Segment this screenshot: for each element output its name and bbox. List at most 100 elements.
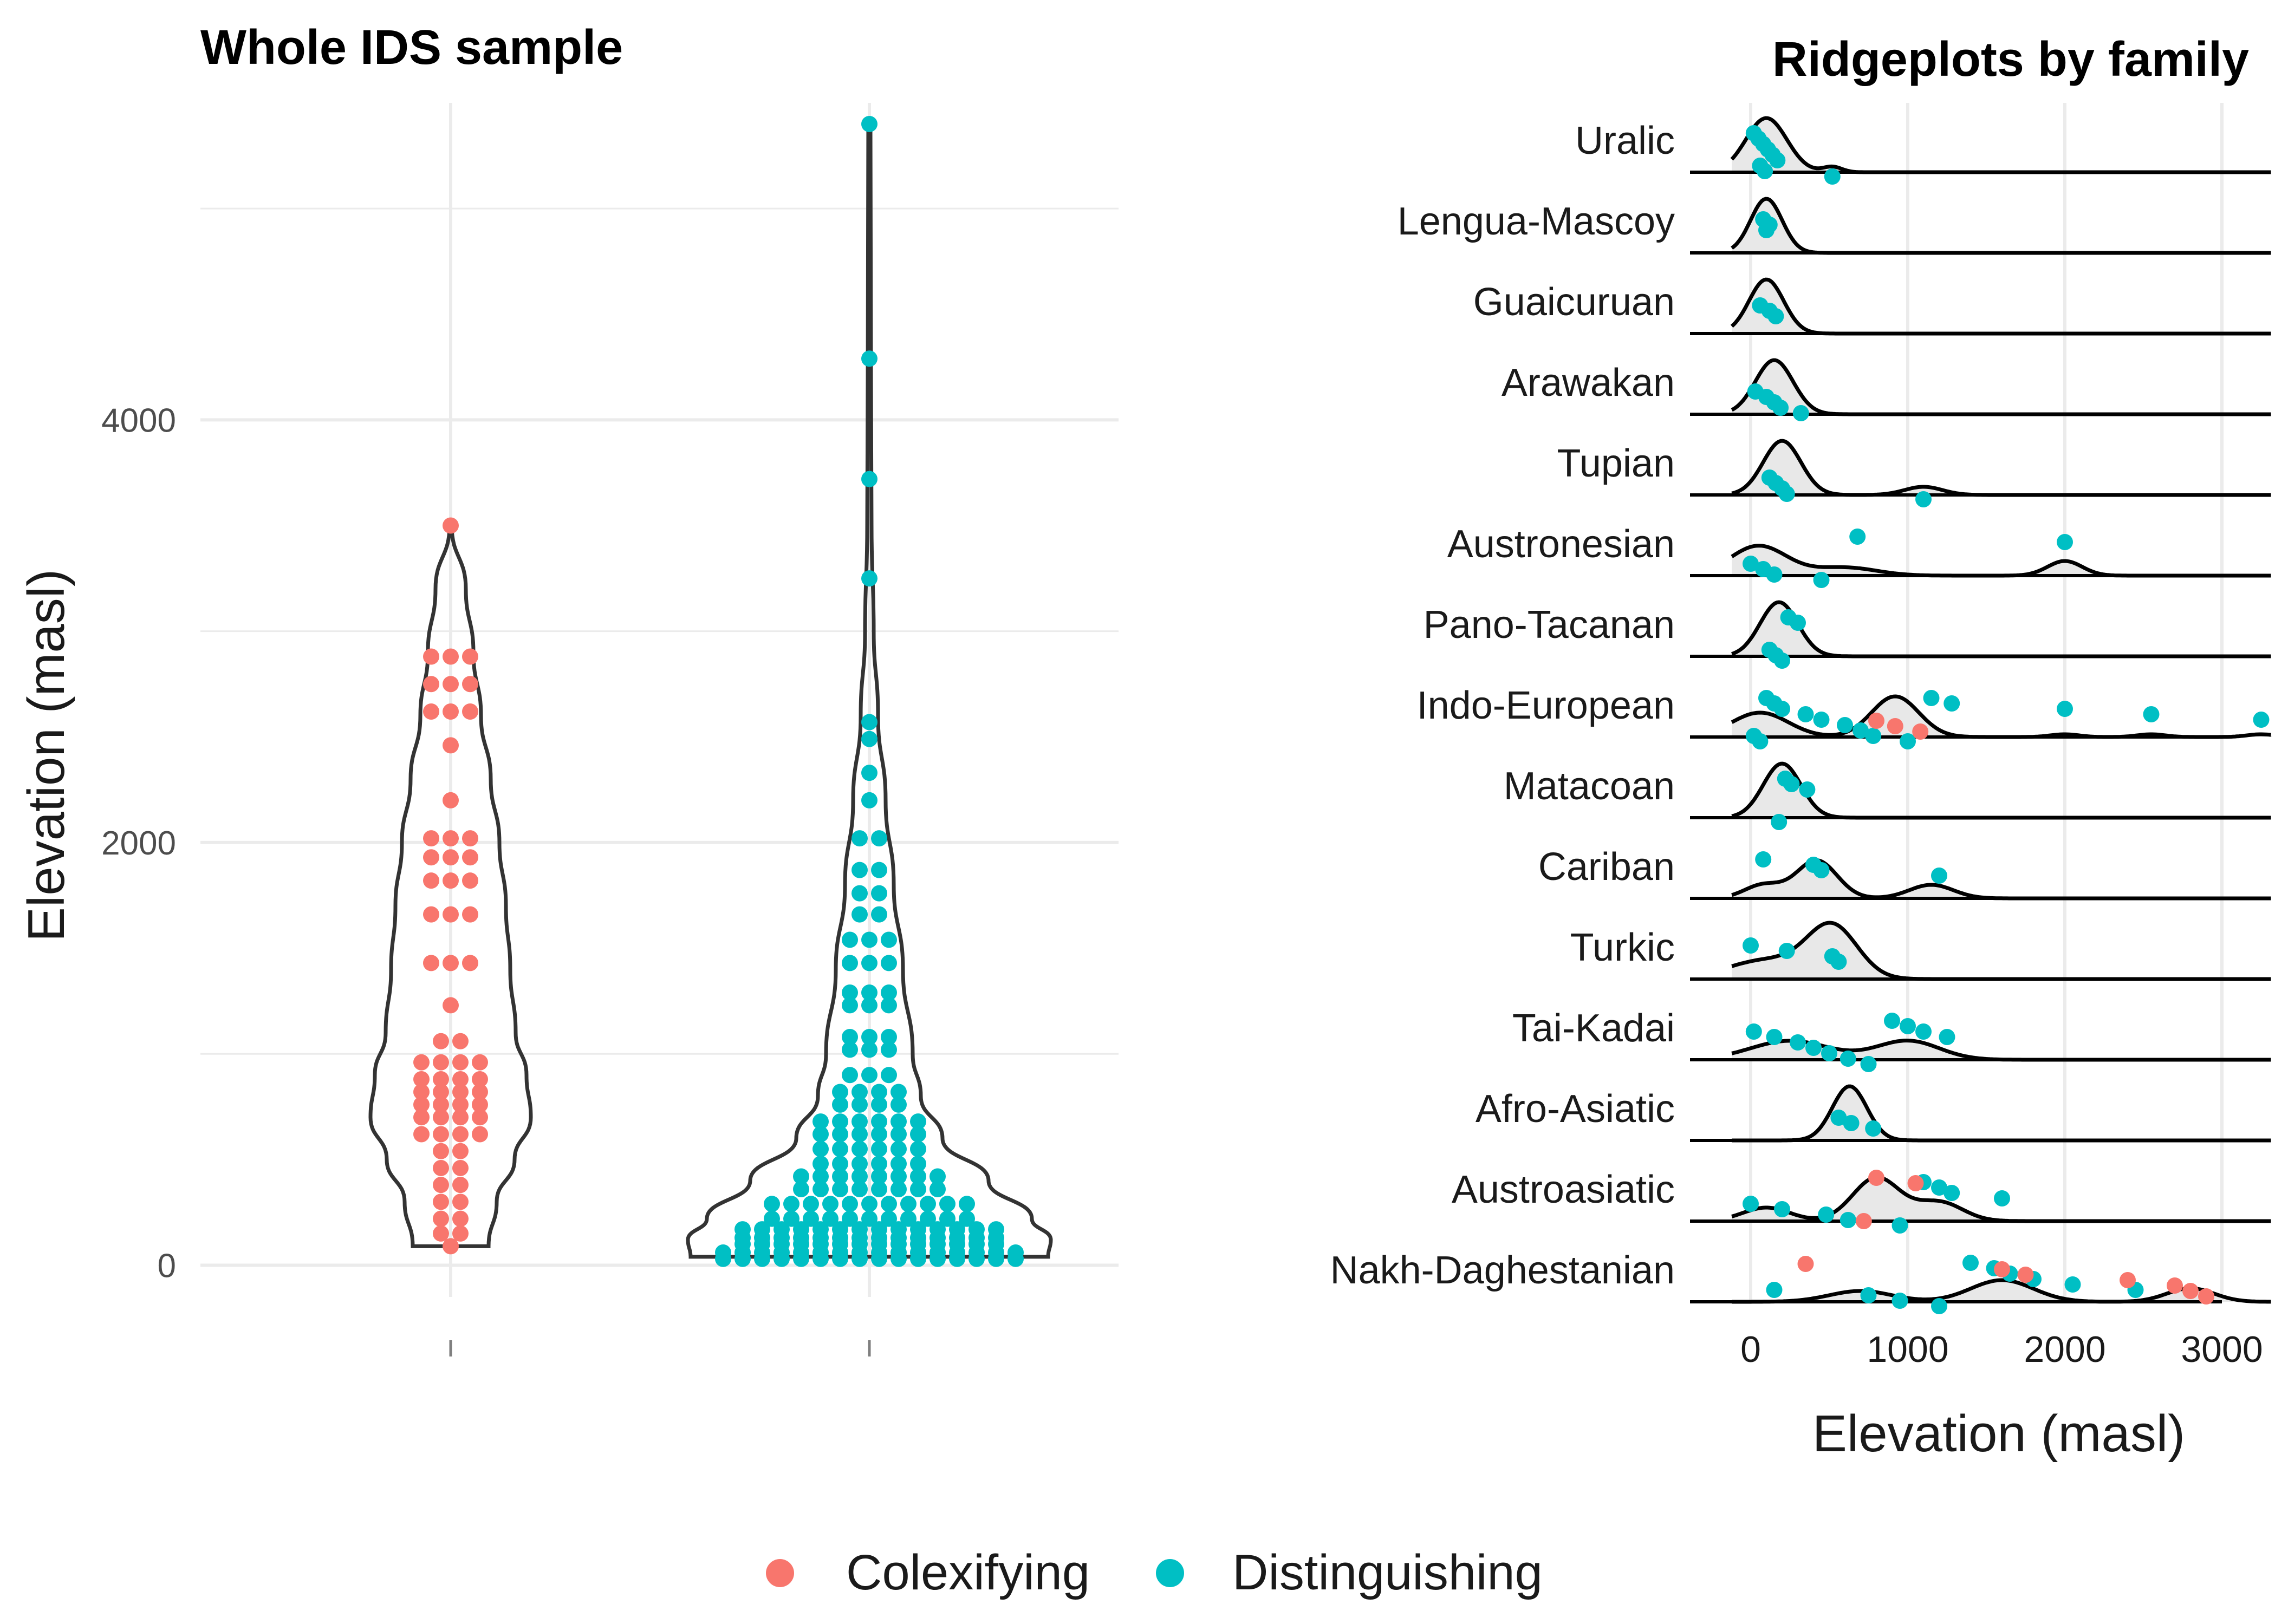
- violin-point-colexifying: [433, 1126, 449, 1143]
- ridge-point-distinguishing: [1931, 1298, 1947, 1314]
- violin-y-tick-label: 0: [158, 1247, 176, 1284]
- violin-point-colexifying: [462, 872, 478, 889]
- violin-point-distinguishing: [851, 1221, 868, 1238]
- ridge-point-distinguishing: [1837, 717, 1853, 733]
- violin-point-distinguishing: [832, 1084, 848, 1100]
- violin-point-distinguishing: [851, 1113, 868, 1130]
- violin-point-distinguishing: [939, 1196, 955, 1212]
- legend: Colexifying Distinguishing: [766, 1545, 1543, 1600]
- violin-point-distinguishing: [764, 1196, 780, 1212]
- violin-point-distinguishing: [871, 1096, 887, 1113]
- violin-point-distinguishing: [881, 1041, 897, 1058]
- violin-point-distinguishing: [822, 1196, 838, 1212]
- violin-point-colexifying: [472, 1084, 488, 1100]
- violin-point-distinguishing: [832, 1126, 848, 1143]
- violin-point-colexifying: [443, 792, 459, 808]
- ridge-x-tick-labels: 0 1000 2000 3000: [1740, 1329, 2263, 1370]
- ridge-point-colexifying: [1912, 723, 1929, 740]
- ridge-point-distinguishing: [1805, 1040, 1822, 1056]
- violin-point-distinguishing: [832, 1140, 848, 1157]
- violin-point-distinguishing: [851, 1140, 868, 1157]
- violin-point-colexifying: [433, 1210, 449, 1227]
- violin-point-colexifying: [433, 1177, 449, 1193]
- violin-point-colexifying: [413, 1096, 430, 1113]
- ridge-x-axis-title: Elevation (masl): [1812, 1405, 2185, 1463]
- ridge-family-label: Nakh-Daghestanian: [1330, 1249, 1675, 1292]
- violin-point-distinguishing: [939, 1210, 955, 1227]
- ridge-point-colexifying: [1907, 1175, 1924, 1191]
- ridge-point-distinguishing: [1865, 1120, 1882, 1137]
- legend-label-colexifying: Colexifying: [846, 1545, 1090, 1600]
- ridge-point-distinguishing: [1830, 954, 1847, 970]
- violin-point-colexifying: [443, 849, 459, 866]
- violin-point-distinguishing: [851, 1126, 868, 1143]
- ridge-point-distinguishing: [1943, 695, 1960, 712]
- violin-point-colexifying: [423, 676, 439, 693]
- violin-point-colexifying: [452, 1109, 469, 1126]
- violin-point-colexifying: [443, 997, 459, 1014]
- ridge-point-distinguishing: [1891, 1293, 1908, 1309]
- violin-point-colexifying: [443, 1238, 459, 1255]
- violin-point-distinguishing: [803, 1210, 819, 1227]
- violin-panel: 0 2000 4000 Whole IDS sample Elevation (ma…: [17, 21, 1119, 1356]
- violin-point-colexifying: [472, 1109, 488, 1126]
- ridge-x-tick-label: 3000: [2181, 1329, 2263, 1370]
- ridge-family-label: Cariban: [1538, 845, 1675, 889]
- violin-point-distinguishing: [968, 1221, 985, 1238]
- violin-point-distinguishing: [871, 906, 887, 923]
- violin-point-colexifying: [472, 1096, 488, 1113]
- violin-point-distinguishing: [861, 570, 877, 587]
- violin-point-distinguishing: [842, 1196, 858, 1212]
- violin-point-distinguishing: [871, 862, 887, 878]
- legend-key-colexifying: [766, 1559, 794, 1587]
- ridge-point-distinguishing: [1843, 1115, 1860, 1131]
- violin-point-distinguishing: [803, 1196, 819, 1212]
- ridge-point-distinguishing: [1752, 733, 1769, 749]
- ridge-point-distinguishing: [1830, 1110, 1847, 1126]
- ridge-point-colexifying: [2017, 1267, 2034, 1283]
- violin-point-distinguishing: [890, 1140, 907, 1157]
- ridge-point-distinguishing: [1891, 1217, 1908, 1234]
- violin-point-colexifying: [443, 955, 459, 971]
- ridge-panel: Uralic Lengua-Mascoy Guaicuruan Arawakan Tup…: [1330, 32, 2272, 1463]
- violin-point-distinguishing: [851, 862, 868, 878]
- violin-point-distinguishing: [812, 1140, 829, 1157]
- ridge-point-distinguishing: [1767, 308, 1784, 324]
- ridge-point-distinguishing: [1900, 733, 1916, 749]
- violin-point-distinguishing: [929, 1221, 946, 1238]
- ridge-point-distinguishing: [1774, 1201, 1790, 1217]
- violin-point-colexifying: [433, 1084, 449, 1100]
- violin-point-distinguishing: [881, 931, 897, 948]
- violin-point-distinguishing: [890, 1221, 907, 1238]
- violin-point-distinguishing: [861, 116, 877, 133]
- violin-point-distinguishing: [910, 1126, 926, 1143]
- violin-point-distinguishing: [783, 1210, 800, 1227]
- violin-point-distinguishing: [910, 1221, 926, 1238]
- ridge-point-colexifying: [1887, 718, 1903, 734]
- violin-point-colexifying: [452, 1159, 469, 1176]
- ridge-point-distinguishing: [1755, 851, 1772, 868]
- violin-point-distinguishing: [764, 1210, 780, 1227]
- violin-point-colexifying: [462, 906, 478, 923]
- violin-point-colexifying: [413, 1071, 430, 1088]
- violin-point-colexifying: [443, 872, 459, 889]
- violin-point-colexifying: [443, 703, 459, 720]
- violin-point-colexifying: [462, 955, 478, 971]
- violin-point-colexifying: [443, 830, 459, 847]
- violin-point-distinguishing: [851, 830, 868, 847]
- violin-point-colexifying: [452, 1143, 469, 1159]
- ridge-point-distinguishing: [1852, 722, 1869, 739]
- violin-point-distinguishing: [900, 1210, 916, 1227]
- violin-point-distinguishing: [793, 1168, 809, 1185]
- ridge-fill: [1732, 1040, 2272, 1060]
- violin-point-distinguishing: [842, 931, 858, 948]
- violin-point-distinguishing: [851, 1096, 868, 1113]
- violin-point-distinguishing: [812, 1156, 829, 1172]
- violin-y-axis-title: Elevation (masl): [17, 569, 75, 942]
- violin-point-distinguishing: [861, 931, 877, 948]
- ridge-family-label: Tai-Kadai: [1512, 1007, 1675, 1050]
- violin-point-colexifying: [433, 1193, 449, 1210]
- violin-point-distinguishing: [842, 997, 858, 1014]
- violin-point-distinguishing: [890, 1113, 907, 1130]
